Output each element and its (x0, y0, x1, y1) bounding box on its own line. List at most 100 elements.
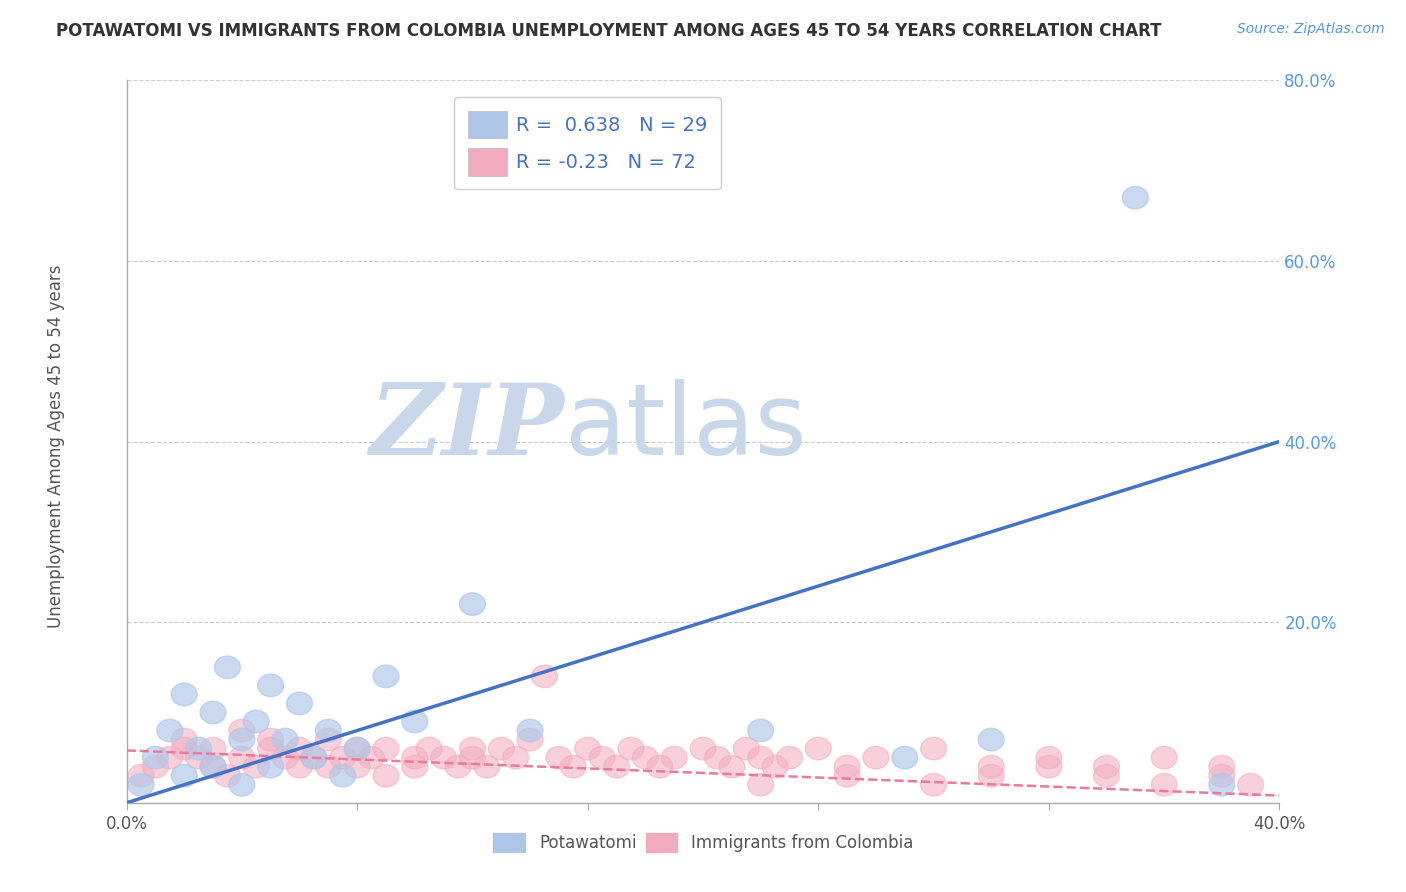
Ellipse shape (834, 764, 860, 787)
Ellipse shape (200, 701, 226, 723)
Ellipse shape (229, 773, 254, 796)
Ellipse shape (979, 728, 1004, 751)
Ellipse shape (257, 674, 284, 697)
Ellipse shape (257, 756, 284, 778)
Ellipse shape (718, 756, 745, 778)
Ellipse shape (257, 728, 284, 751)
Ellipse shape (215, 764, 240, 787)
Ellipse shape (517, 728, 543, 751)
Ellipse shape (287, 692, 312, 714)
Ellipse shape (575, 738, 600, 760)
Ellipse shape (287, 738, 312, 760)
Ellipse shape (1152, 773, 1177, 796)
Text: ZIP: ZIP (370, 379, 565, 475)
Ellipse shape (531, 665, 557, 688)
Text: Unemployment Among Ages 45 to 54 years: Unemployment Among Ages 45 to 54 years (48, 264, 65, 628)
Ellipse shape (172, 728, 197, 751)
Ellipse shape (561, 756, 586, 778)
Ellipse shape (619, 738, 644, 760)
Ellipse shape (373, 665, 399, 688)
Ellipse shape (243, 710, 269, 733)
Ellipse shape (734, 738, 759, 760)
Ellipse shape (748, 773, 773, 796)
Ellipse shape (430, 747, 457, 769)
Ellipse shape (157, 747, 183, 769)
Ellipse shape (603, 756, 630, 778)
Ellipse shape (229, 747, 254, 769)
Legend: Potawatomi, Immigrants from Colombia: Potawatomi, Immigrants from Colombia (485, 826, 921, 860)
Ellipse shape (186, 738, 211, 760)
Ellipse shape (301, 747, 326, 769)
Ellipse shape (373, 738, 399, 760)
Ellipse shape (315, 728, 342, 751)
Ellipse shape (200, 756, 226, 778)
Ellipse shape (517, 719, 543, 742)
Ellipse shape (1237, 773, 1264, 796)
Ellipse shape (186, 747, 211, 769)
Ellipse shape (142, 747, 169, 769)
Ellipse shape (344, 738, 370, 760)
Ellipse shape (776, 747, 803, 769)
Ellipse shape (344, 738, 370, 760)
Ellipse shape (446, 756, 471, 778)
Ellipse shape (979, 756, 1004, 778)
Ellipse shape (503, 747, 529, 769)
Ellipse shape (416, 738, 441, 760)
Ellipse shape (402, 756, 427, 778)
Text: Source: ZipAtlas.com: Source: ZipAtlas.com (1237, 22, 1385, 37)
Ellipse shape (921, 738, 946, 760)
Ellipse shape (690, 738, 716, 760)
Ellipse shape (1209, 773, 1234, 796)
Ellipse shape (633, 747, 658, 769)
Ellipse shape (460, 593, 485, 615)
Ellipse shape (488, 738, 515, 760)
Ellipse shape (402, 710, 427, 733)
Ellipse shape (863, 747, 889, 769)
Ellipse shape (243, 756, 269, 778)
Ellipse shape (301, 747, 326, 769)
Ellipse shape (128, 764, 153, 787)
Ellipse shape (229, 728, 254, 751)
Ellipse shape (315, 756, 342, 778)
Ellipse shape (142, 756, 169, 778)
Ellipse shape (287, 756, 312, 778)
Ellipse shape (891, 747, 918, 769)
Ellipse shape (460, 738, 485, 760)
Ellipse shape (128, 773, 153, 796)
Ellipse shape (1036, 747, 1062, 769)
Ellipse shape (762, 756, 787, 778)
Ellipse shape (589, 747, 614, 769)
Ellipse shape (215, 656, 240, 679)
Ellipse shape (806, 738, 831, 760)
Ellipse shape (1094, 756, 1119, 778)
Ellipse shape (330, 747, 356, 769)
Ellipse shape (172, 683, 197, 706)
Ellipse shape (359, 747, 384, 769)
Text: POTAWATOMI VS IMMIGRANTS FROM COLOMBIA UNEMPLOYMENT AMONG AGES 45 TO 54 YEARS CO: POTAWATOMI VS IMMIGRANTS FROM COLOMBIA U… (56, 22, 1161, 40)
Ellipse shape (921, 773, 946, 796)
Ellipse shape (1036, 756, 1062, 778)
Ellipse shape (979, 764, 1004, 787)
Ellipse shape (229, 719, 254, 742)
Ellipse shape (157, 719, 183, 742)
Ellipse shape (748, 747, 773, 769)
Ellipse shape (373, 764, 399, 787)
Ellipse shape (273, 747, 298, 769)
Ellipse shape (460, 747, 485, 769)
Ellipse shape (704, 747, 730, 769)
Ellipse shape (200, 738, 226, 760)
Ellipse shape (1209, 756, 1234, 778)
Ellipse shape (315, 719, 342, 742)
Ellipse shape (1152, 747, 1177, 769)
Ellipse shape (172, 738, 197, 760)
Ellipse shape (546, 747, 572, 769)
Ellipse shape (474, 756, 499, 778)
Ellipse shape (172, 764, 197, 787)
Ellipse shape (344, 756, 370, 778)
Ellipse shape (1094, 764, 1119, 787)
Ellipse shape (200, 756, 226, 778)
Ellipse shape (748, 719, 773, 742)
Ellipse shape (330, 764, 356, 787)
Ellipse shape (834, 756, 860, 778)
Ellipse shape (647, 756, 672, 778)
